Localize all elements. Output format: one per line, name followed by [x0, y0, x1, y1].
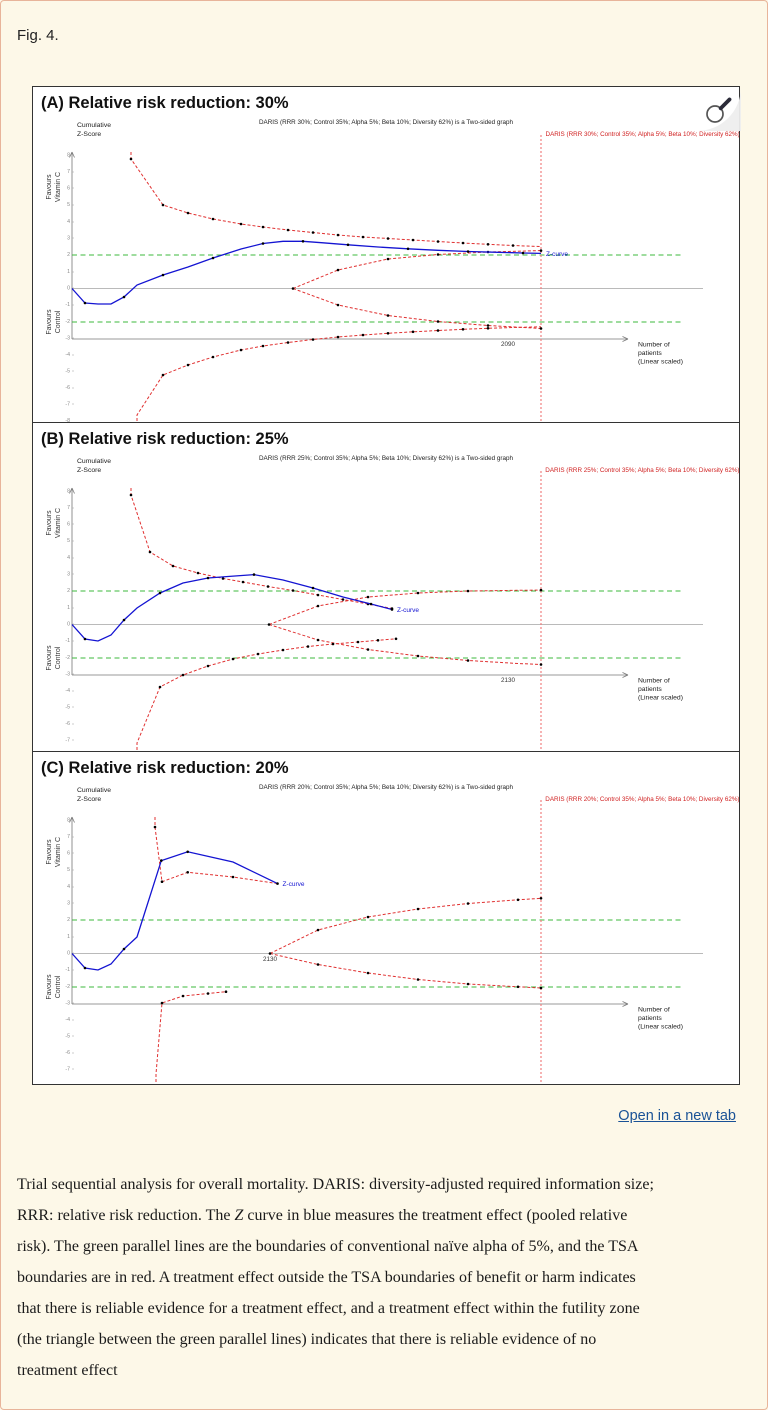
svg-text:2090: 2090 — [501, 341, 516, 348]
svg-text:2130: 2130 — [501, 677, 516, 684]
svg-text:Favours: Favours — [46, 309, 53, 335]
svg-text:2: 2 — [67, 252, 70, 258]
svg-text:6: 6 — [67, 851, 70, 857]
svg-text:Control: Control — [55, 975, 62, 998]
svg-text:Favours: Favours — [46, 974, 53, 1000]
svg-text:Z-curve: Z-curve — [546, 251, 568, 258]
svg-text:DARIS (RRR 20%; Control 35%; A: DARIS (RRR 20%; Control 35%; Alpha 5%; B… — [259, 784, 513, 791]
svg-text:-5: -5 — [65, 705, 70, 711]
svg-text:3: 3 — [67, 901, 70, 907]
svg-text:Number of: Number of — [638, 678, 670, 685]
svg-text:Favours: Favours — [46, 839, 53, 865]
svg-text:1: 1 — [67, 605, 70, 611]
svg-text:Z-curve: Z-curve — [397, 607, 419, 614]
svg-text:-2: -2 — [65, 655, 70, 661]
svg-text:patients: patients — [638, 350, 662, 357]
svg-text:5: 5 — [67, 202, 70, 208]
svg-text:1: 1 — [67, 269, 70, 275]
svg-text:Cumulative: Cumulative — [77, 458, 111, 465]
svg-text:Vitamin C: Vitamin C — [55, 837, 62, 867]
svg-text:DARIS (RRR 30%; Control 35%; A: DARIS (RRR 30%; Control 35%; Alpha 5%; B… — [259, 119, 513, 126]
svg-text:Z-curve: Z-curve — [283, 881, 305, 888]
svg-text:Favours: Favours — [46, 510, 53, 536]
svg-text:-6: -6 — [65, 1050, 70, 1056]
svg-text:-4: -4 — [65, 688, 70, 694]
svg-text:(Linear scaled): (Linear scaled) — [638, 1024, 683, 1031]
svg-text:Number of: Number of — [638, 342, 670, 349]
svg-text:Z-Score: Z-Score — [77, 467, 101, 474]
svg-text:4: 4 — [67, 219, 70, 225]
svg-text:-6: -6 — [65, 721, 70, 727]
svg-text:2: 2 — [67, 917, 70, 923]
svg-text:7: 7 — [67, 834, 70, 840]
svg-text:6: 6 — [67, 522, 70, 528]
svg-text:6: 6 — [67, 186, 70, 192]
svg-text:Control: Control — [55, 646, 62, 669]
svg-text:Favours: Favours — [46, 174, 53, 200]
svg-text:-2: -2 — [65, 319, 70, 325]
svg-text:-3: -3 — [65, 336, 70, 342]
svg-text:(Linear scaled): (Linear scaled) — [638, 359, 683, 366]
svg-text:8: 8 — [67, 489, 70, 495]
svg-text:Control: Control — [55, 310, 62, 333]
svg-text:Number of: Number of — [638, 1007, 670, 1014]
svg-text:8: 8 — [67, 153, 70, 159]
svg-text:-1: -1 — [65, 302, 70, 308]
svg-text:3: 3 — [67, 236, 70, 242]
svg-text:-7: -7 — [65, 402, 70, 408]
svg-text:DARIS (RRR 25%; Control 35%; A: DARIS (RRR 25%; Control 35%; Alpha 5%; B… — [545, 467, 739, 474]
svg-text:7: 7 — [67, 169, 70, 175]
svg-text:5: 5 — [67, 538, 70, 544]
svg-text:-4: -4 — [65, 1017, 70, 1023]
svg-text:Cumulative: Cumulative — [77, 787, 111, 794]
svg-text:Cumulative: Cumulative — [77, 122, 111, 129]
svg-text:(Linear scaled): (Linear scaled) — [638, 695, 683, 702]
svg-text:Vitamin C: Vitamin C — [55, 508, 62, 538]
svg-text:patients: patients — [638, 1015, 662, 1022]
svg-text:Z-Score: Z-Score — [77, 796, 101, 803]
svg-text:DARIS (RRR 25%; Control 35%; A: DARIS (RRR 25%; Control 35%; Alpha 5%; B… — [259, 455, 513, 462]
svg-text:0: 0 — [67, 622, 70, 628]
svg-text:-1: -1 — [65, 638, 70, 644]
svg-text:1: 1 — [67, 934, 70, 940]
svg-text:7: 7 — [67, 505, 70, 511]
svg-text:3: 3 — [67, 572, 70, 578]
svg-text:4: 4 — [67, 884, 70, 890]
svg-text:-2: -2 — [65, 984, 70, 990]
svg-text:0: 0 — [67, 951, 70, 957]
svg-text:-3: -3 — [65, 672, 70, 678]
svg-text:2: 2 — [67, 588, 70, 594]
svg-text:Vitamin C: Vitamin C — [55, 172, 62, 202]
svg-text:-7: -7 — [65, 738, 70, 744]
svg-text:Z-Score: Z-Score — [77, 131, 101, 138]
svg-text:-5: -5 — [65, 1034, 70, 1040]
svg-text:-5: -5 — [65, 369, 70, 375]
svg-text:-1: -1 — [65, 967, 70, 973]
svg-text:-3: -3 — [65, 1001, 70, 1007]
svg-text:patients: patients — [638, 686, 662, 693]
svg-text:-4: -4 — [65, 352, 70, 358]
svg-text:4: 4 — [67, 555, 70, 561]
svg-text:Favours: Favours — [46, 645, 53, 671]
svg-text:-7: -7 — [65, 1067, 70, 1073]
svg-text:8: 8 — [67, 818, 70, 824]
svg-text:-6: -6 — [65, 385, 70, 391]
svg-text:DARIS (RRR 30%; Control 35%; A: DARIS (RRR 30%; Control 35%; Alpha 5%; B… — [546, 131, 739, 138]
svg-text:2130: 2130 — [263, 956, 278, 963]
svg-text:5: 5 — [67, 867, 70, 873]
svg-text:DARIS (RRR 20%; Control 35%; A: DARIS (RRR 20%; Control 35%; Alpha 5%; B… — [545, 796, 739, 803]
svg-text:0: 0 — [67, 286, 70, 292]
